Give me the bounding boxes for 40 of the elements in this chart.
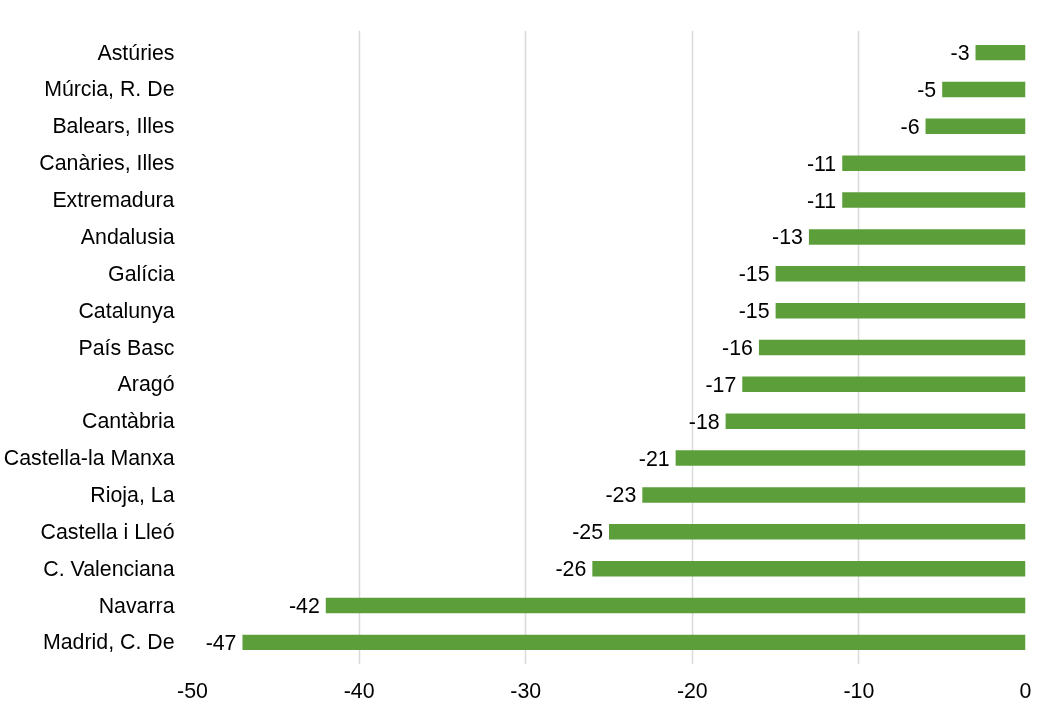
y-tick-label: Aragó [117,372,175,397]
data-label: -21 [638,446,670,471]
data-label: -42 [288,594,320,619]
data-label: -5 [917,77,937,102]
y-tick-label: Castella i Lleó [40,519,175,544]
y-tick-label: País Basc [78,335,175,360]
y-tick-label: Balears, Illes [52,114,175,139]
x-tick-label: 0 [1019,678,1032,703]
data-label: -3 [950,41,970,66]
data-label: -25 [572,520,603,545]
y-tick-label: Navarra [98,593,175,618]
y-tick-label: Castella-la Manxa [3,446,175,471]
y-tick-label: Cantàbria [82,409,175,434]
y-tick-label: Rioja, La [90,482,175,507]
data-label: -13 [772,225,803,250]
y-tick-label: Catalunya [78,298,175,323]
y-tick-label: Andalusia [80,224,175,249]
data-label: -23 [605,483,637,508]
data-label: -15 [738,262,770,287]
data-label: -26 [555,557,587,582]
x-tick-label: -50 [177,678,209,703]
y-tick-label: Madrid, C. De [42,630,175,655]
y-tick-label: Astúries [97,40,175,65]
y-tick-label: Extremadura [52,188,175,213]
data-label: -6 [900,114,920,139]
x-tick-label: -30 [510,678,542,703]
y-tick-label: Galícia [108,261,175,286]
x-tick-label: -20 [676,678,708,703]
y-tick-label: Canàries, Illes [39,151,175,176]
x-tick-label: -40 [343,678,375,703]
data-label: -18 [688,409,720,434]
data-label: -16 [722,336,753,360]
x-tick-label: -10 [843,678,875,703]
data-label: -17 [705,372,737,397]
data-label: -11 [807,151,837,176]
y-tick-label: Múrcia, R. De [44,77,175,102]
data-label: -11 [807,188,837,213]
data-label: -47 [205,630,237,655]
data-label: -15 [738,299,770,324]
y-tick-label: C. Valenciana [43,556,175,581]
